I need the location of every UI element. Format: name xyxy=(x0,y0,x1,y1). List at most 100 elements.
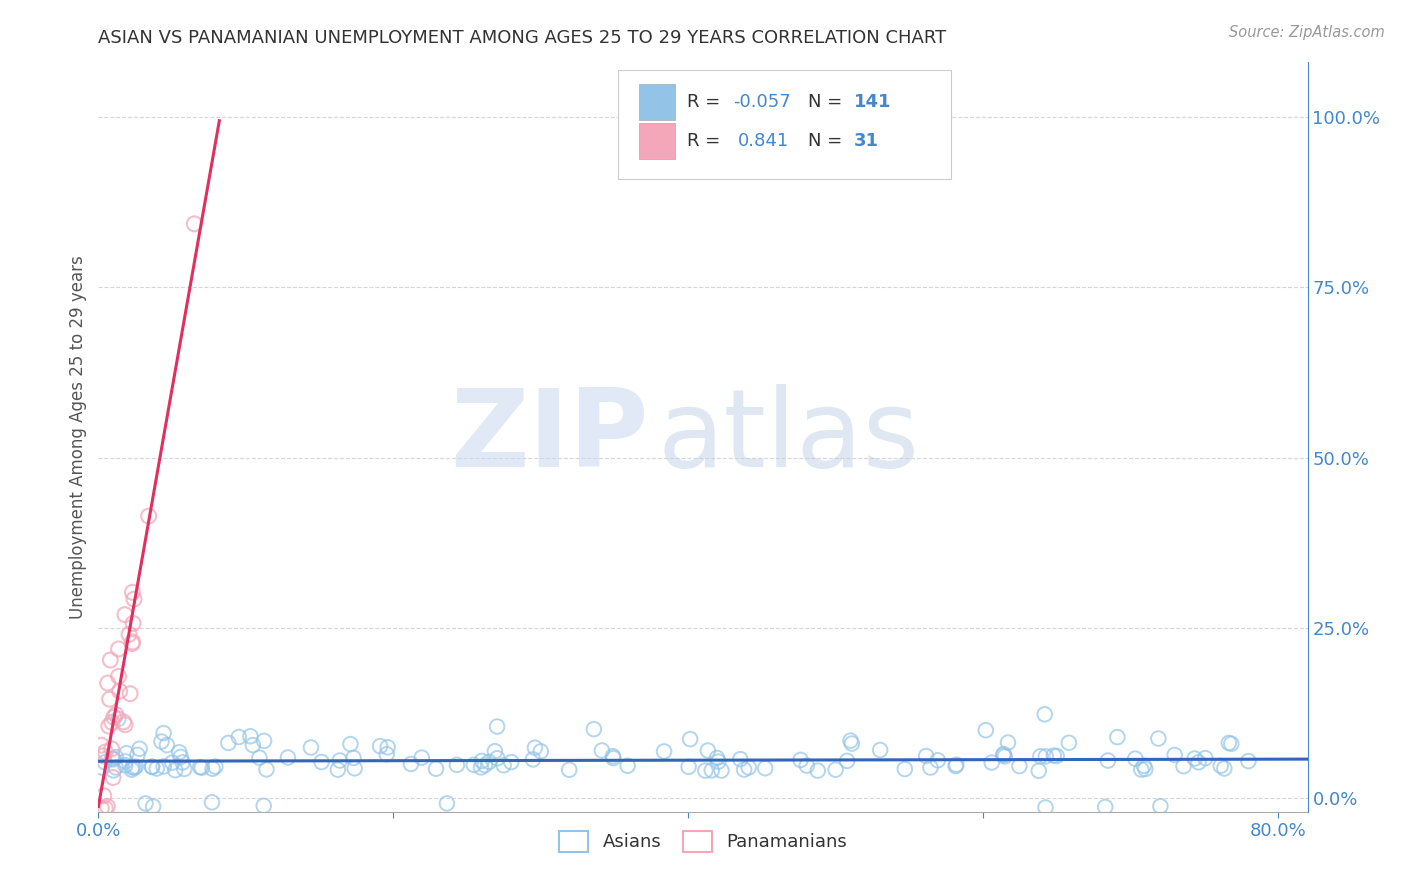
Point xyxy=(1213,762,1236,776)
Point xyxy=(945,759,967,773)
Point xyxy=(101,751,124,765)
Point xyxy=(339,737,361,751)
Point xyxy=(98,692,121,706)
Point xyxy=(707,755,730,769)
Point xyxy=(256,763,278,777)
Text: R =: R = xyxy=(688,132,727,150)
Point xyxy=(165,763,187,777)
Point xyxy=(927,753,949,767)
Point xyxy=(138,509,160,524)
Point xyxy=(122,616,145,631)
Point xyxy=(90,801,112,815)
Point xyxy=(156,738,179,752)
Text: R =: R = xyxy=(688,93,727,112)
Point xyxy=(501,755,523,769)
Point xyxy=(1046,749,1069,764)
Point xyxy=(103,764,125,778)
Point xyxy=(733,763,755,777)
Point xyxy=(1035,749,1057,764)
Point xyxy=(994,749,1017,764)
Text: N =: N = xyxy=(808,93,848,112)
Point xyxy=(127,747,149,762)
Point xyxy=(602,749,624,764)
Point xyxy=(311,755,333,769)
Point xyxy=(835,754,858,768)
Point xyxy=(118,627,141,641)
Point xyxy=(121,585,143,599)
Point xyxy=(96,799,118,814)
Point xyxy=(1028,764,1050,778)
Point xyxy=(108,684,131,698)
Point xyxy=(128,741,150,756)
Point xyxy=(1133,758,1156,772)
Point xyxy=(114,755,136,769)
Point xyxy=(754,761,776,775)
Point xyxy=(98,653,121,667)
Point xyxy=(1237,754,1260,768)
Point xyxy=(474,758,496,772)
Point xyxy=(706,751,728,765)
Point xyxy=(277,750,299,764)
Point xyxy=(94,756,117,770)
Point xyxy=(399,756,422,771)
Point xyxy=(342,751,364,765)
Point xyxy=(121,763,143,777)
Point xyxy=(97,719,120,733)
Point xyxy=(789,753,811,767)
Point xyxy=(582,722,605,736)
Point xyxy=(107,712,129,726)
Point xyxy=(104,750,127,764)
Point xyxy=(1163,747,1185,762)
Point xyxy=(869,743,891,757)
Point xyxy=(1107,730,1129,744)
Point xyxy=(839,733,862,747)
Point xyxy=(1187,756,1209,770)
Point xyxy=(94,801,117,815)
Point xyxy=(841,737,863,751)
Point xyxy=(97,676,120,690)
Bar xyxy=(638,84,675,120)
Point xyxy=(188,760,211,774)
FancyBboxPatch shape xyxy=(619,70,950,178)
Point xyxy=(142,799,165,814)
Point xyxy=(368,739,391,753)
Point xyxy=(121,636,143,650)
Point xyxy=(602,751,624,765)
Point xyxy=(470,760,492,774)
Point xyxy=(558,763,581,777)
Point xyxy=(253,734,276,748)
Point xyxy=(530,744,553,758)
Text: atlas: atlas xyxy=(657,384,920,490)
Point xyxy=(152,759,174,773)
Point xyxy=(522,752,544,766)
Point xyxy=(1220,737,1243,751)
Point xyxy=(478,755,501,769)
Point xyxy=(173,762,195,776)
Point xyxy=(122,592,145,607)
Point xyxy=(122,761,145,775)
Point xyxy=(616,758,638,772)
Point xyxy=(486,751,509,765)
Point xyxy=(807,764,830,778)
Point xyxy=(1008,759,1031,773)
Point xyxy=(103,710,125,724)
Point xyxy=(1033,707,1056,722)
Text: -0.057: -0.057 xyxy=(734,93,792,112)
Point xyxy=(652,744,675,758)
Point xyxy=(1209,759,1232,773)
Point xyxy=(112,714,135,729)
Point xyxy=(894,762,917,776)
Point xyxy=(135,797,157,811)
Point xyxy=(90,760,112,774)
Point xyxy=(249,750,271,764)
Point xyxy=(710,764,733,778)
Point xyxy=(101,771,124,785)
Point xyxy=(523,740,546,755)
Point xyxy=(700,764,723,778)
Point xyxy=(253,798,276,813)
Point xyxy=(425,762,447,776)
Point xyxy=(1057,736,1080,750)
Point xyxy=(150,734,173,748)
Point xyxy=(121,760,143,774)
Point xyxy=(1123,751,1146,765)
